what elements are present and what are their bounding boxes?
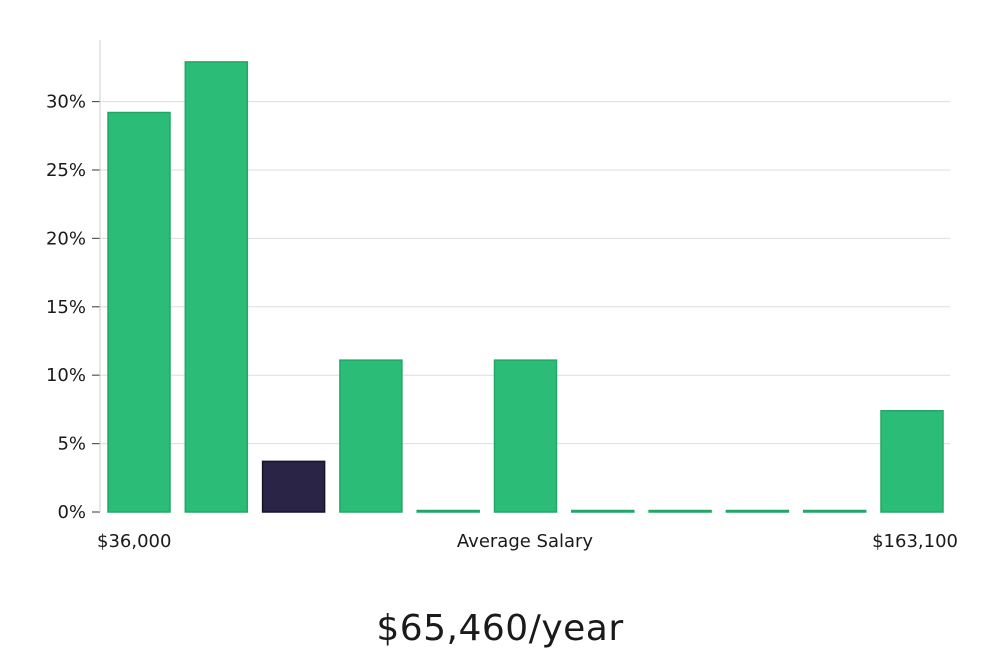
salary-histogram: 0% 5% 10% 15% 20% 25% 30% $36,000 Average Sala… [46, 40, 958, 552]
y-tick-label: 0% [57, 502, 86, 523]
bar [493, 359, 558, 513]
y-tick-label: 20% [46, 228, 86, 249]
average-salary-value: $65,460/year [376, 608, 624, 649]
bars [107, 61, 944, 513]
x-axis-min-label: $36,000 [97, 531, 171, 552]
y-tick-label: 5% [57, 434, 86, 455]
x-axis-label: Average Salary [457, 531, 594, 552]
bar [107, 111, 171, 513]
x-axis-max-label: $163,100 [872, 531, 958, 552]
bar [802, 509, 867, 513]
bar [880, 410, 944, 513]
y-tick-label: 30% [46, 92, 86, 113]
y-axis-ticks: 0% 5% 10% 15% 20% 25% 30% [46, 92, 100, 523]
bar [184, 61, 249, 513]
bar [648, 509, 712, 513]
bar-highlighted [261, 460, 326, 513]
y-tick-label: 10% [46, 365, 86, 386]
bar [571, 509, 635, 513]
y-tick-label: 15% [46, 297, 86, 318]
bar [725, 509, 790, 513]
bar [416, 509, 480, 513]
y-tick-label: 25% [46, 160, 86, 181]
bar [339, 359, 403, 513]
